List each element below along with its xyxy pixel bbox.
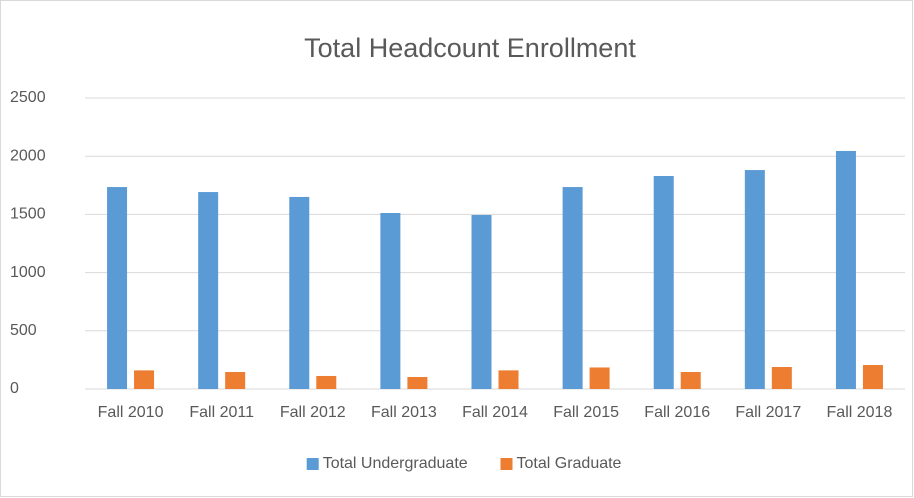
bar: [198, 192, 219, 389]
y-tick-label: 2500: [10, 89, 46, 106]
chart-title: Total Headcount Enrollment: [304, 33, 636, 63]
y-tick-label: 0: [10, 380, 19, 397]
bar: [134, 370, 155, 389]
bar: [407, 377, 428, 389]
bar: [653, 175, 674, 389]
x-tick-label: Fall 2018: [827, 404, 893, 421]
legend-label: Total Graduate: [517, 455, 622, 472]
legend-swatch: [306, 458, 319, 470]
x-tick-label: Fall 2014: [462, 404, 528, 421]
bar: [862, 365, 883, 389]
bar: [289, 196, 310, 389]
bar: [744, 170, 765, 389]
x-tick-label: Fall 2016: [644, 404, 710, 421]
bar: [498, 370, 519, 389]
bar: [380, 213, 401, 389]
bar: [316, 375, 337, 389]
x-tick-label: Fall 2015: [553, 404, 619, 421]
x-tick-label: Fall 2013: [371, 404, 437, 421]
x-tick-label: Fall 2011: [189, 404, 254, 421]
bar: [835, 150, 856, 389]
legend-swatch: [500, 458, 513, 470]
y-tick-label: 1500: [10, 206, 46, 223]
x-tick-label: Fall 2017: [735, 404, 801, 421]
bar: [107, 187, 128, 389]
y-tick-label: 500: [10, 322, 37, 339]
bar: [680, 372, 701, 389]
y-tick-label: 1000: [10, 264, 46, 281]
legend-label: Total Undergraduate: [323, 455, 468, 472]
x-tick-label: Fall 2010: [98, 404, 164, 421]
bar: [589, 367, 610, 389]
y-tick-label: 2000: [10, 147, 46, 164]
bar: [225, 372, 246, 389]
bar: [771, 367, 792, 389]
x-tick-label: Fall 2012: [280, 404, 346, 421]
bar: [562, 187, 583, 389]
bar: [471, 214, 492, 389]
